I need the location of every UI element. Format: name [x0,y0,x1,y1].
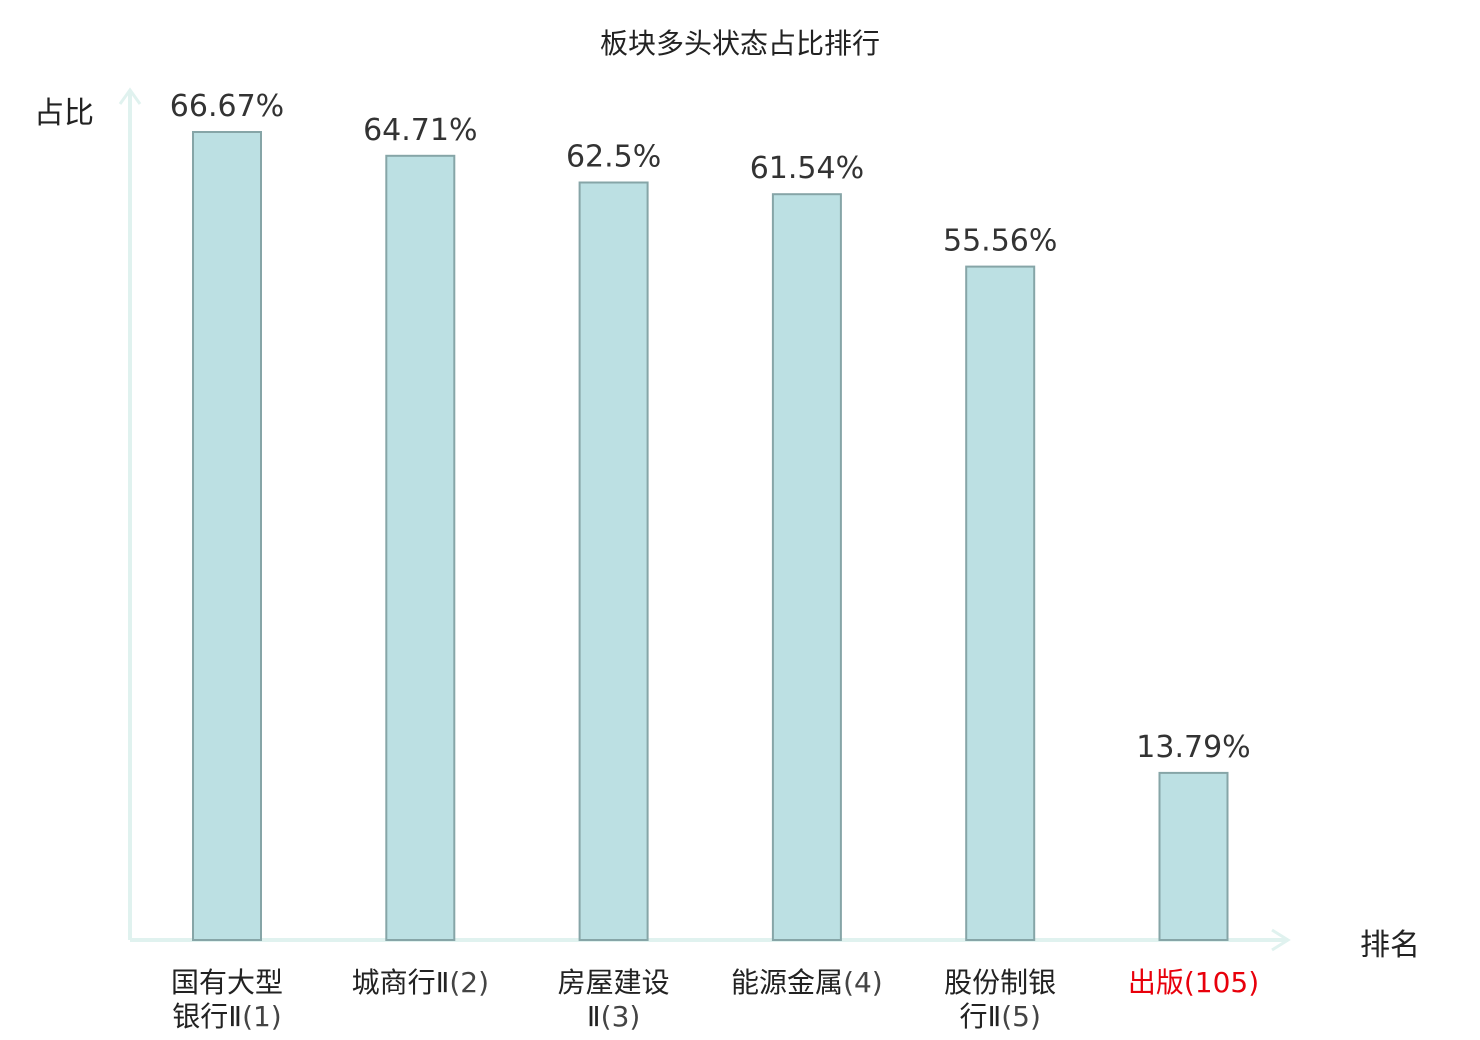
category-name-line: 房屋建设 [557,966,670,999]
bar [965,265,1036,942]
bar [771,193,842,941]
category-label: 能源金属(4) [707,966,907,1000]
bar [1158,771,1229,942]
bar [578,181,649,941]
category-name-line: 能源金属(4) [731,966,883,999]
category-label: 国有大型 银行Ⅱ(1) [127,966,327,1034]
x-axis-label: 排名 [1360,928,1420,963]
value-labels: 66.67% 64.71% 62.5% 61.54% 55.56% 13.79% [170,89,1251,765]
category-name-line: 城商行Ⅱ(2) [351,966,490,999]
category-rank: (5) [1001,1000,1041,1033]
category-rank: (4) [843,966,883,999]
bar-value-label: 13.79% [1136,730,1250,765]
category-label: 股份制银 行Ⅱ(5) [900,966,1100,1034]
category-name-line: 股份制银 [944,966,1057,999]
chart-title: 板块多头状态占比排行 [599,27,880,60]
bar-value-label: 55.56% [943,224,1057,259]
bars [192,131,1229,942]
category-rank: (3) [600,1000,641,1033]
bar-value-label: 66.67% [170,89,284,124]
bar-value-label: 62.5% [566,140,661,175]
category-label: 房屋建设 Ⅱ(3) [514,966,714,1034]
category-label: 城商行Ⅱ(2) [320,966,520,1000]
y-axis-arrow [118,87,142,105]
category-name-line: 行Ⅱ(5) [959,1000,1041,1033]
bar-value-label: 61.54% [750,151,864,186]
category-rank: (1) [242,1000,282,1033]
category-name-line: Ⅱ(3) [586,1000,641,1033]
y-axis-label: 占比 [34,96,94,131]
x-axis-arrow [1271,928,1291,952]
category-name-line: 国有大型 [170,966,283,999]
bar-value-label: 64.71% [363,113,477,148]
bar [192,131,262,941]
category-rank: (2) [449,966,490,999]
category-name-line: 出版(105) [1127,966,1260,999]
axes [118,87,1291,952]
category-rank: (105) [1183,966,1260,999]
category-name-line: 银行Ⅱ(1) [172,1000,282,1033]
bar [385,154,456,942]
category-label: 出版(105) [1094,966,1294,1000]
